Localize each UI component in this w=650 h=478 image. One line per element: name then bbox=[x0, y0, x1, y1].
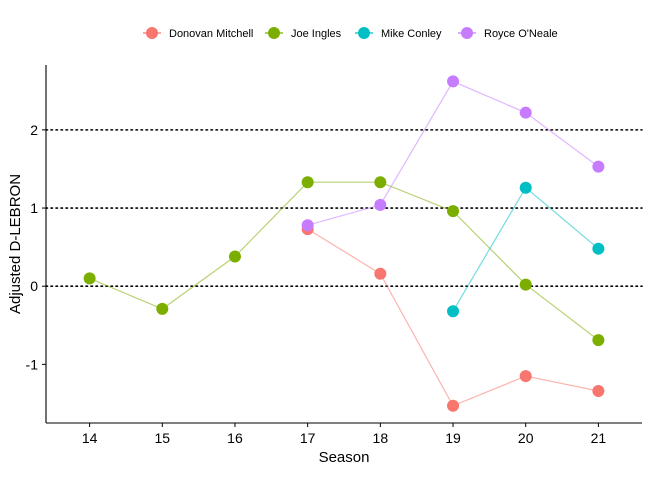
legend: Donovan Mitchell Joe Ingles Mike Conley Roy… bbox=[143, 27, 558, 40]
data-point-mike-conley bbox=[447, 305, 460, 318]
data-point-joe-ingles bbox=[374, 176, 387, 189]
x-tick-label: 15 bbox=[155, 430, 171, 446]
y-axis-label: Adjusted D-LEBRON bbox=[7, 174, 24, 314]
y-ticks: -1 0 1 2 bbox=[26, 122, 46, 372]
x-ticks: 14 15 16 17 18 19 20 21 bbox=[82, 423, 607, 446]
x-tick-label: 16 bbox=[227, 430, 243, 446]
data-point-joe-ingles bbox=[447, 205, 460, 218]
data-point-joe-ingles bbox=[228, 250, 241, 263]
legend-key-mike-conley bbox=[358, 27, 370, 39]
data-point-royce-o-neale bbox=[519, 106, 532, 119]
legend-label-donovan-mitchell: Donovan Mitchell bbox=[169, 28, 253, 40]
data-point-royce-o-neale bbox=[592, 160, 605, 173]
series-line-mike-conley bbox=[452, 186, 599, 312]
legend-label-joe-ingles: Joe Ingles bbox=[291, 28, 342, 40]
legend-key-royce-o-neale bbox=[461, 27, 473, 39]
series-line-donovan-mitchell bbox=[307, 228, 599, 407]
data-point-joe-ingles bbox=[83, 272, 96, 285]
x-tick-label: 21 bbox=[591, 430, 607, 446]
y-tick-label: -1 bbox=[26, 356, 39, 372]
data-point-mike-conley bbox=[592, 242, 605, 255]
data-point-royce-o-neale bbox=[301, 219, 314, 232]
x-tick-label: 18 bbox=[373, 430, 389, 446]
data-point-joe-ingles bbox=[519, 278, 532, 291]
data-point-donovan-mitchell bbox=[447, 399, 460, 412]
y-tick-label: 1 bbox=[30, 200, 38, 216]
legend-label-royce-o-neale: Royce O'Neale bbox=[484, 28, 558, 40]
series-line-joe-ingles bbox=[89, 181, 599, 341]
series-points bbox=[83, 75, 605, 412]
data-point-joe-ingles bbox=[592, 334, 605, 347]
data-point-donovan-mitchell bbox=[374, 267, 387, 280]
reference-lines bbox=[45, 129, 643, 288]
x-axis-label: Season bbox=[319, 449, 370, 466]
legend-key-donovan-mitchell bbox=[146, 27, 158, 39]
data-point-joe-ingles bbox=[301, 176, 314, 189]
x-tick-label: 14 bbox=[82, 430, 98, 446]
data-point-mike-conley bbox=[519, 181, 532, 194]
data-point-royce-o-neale bbox=[447, 75, 460, 88]
data-point-joe-ingles bbox=[156, 302, 169, 315]
y-tick-label: 0 bbox=[30, 278, 38, 294]
x-tick-label: 17 bbox=[300, 430, 316, 446]
legend-key-joe-ingles bbox=[268, 27, 280, 39]
data-point-donovan-mitchell bbox=[592, 384, 605, 397]
data-point-donovan-mitchell bbox=[519, 370, 532, 383]
x-tick-label: 19 bbox=[445, 430, 461, 446]
y-tick-label: 2 bbox=[30, 122, 38, 138]
data-point-royce-o-neale bbox=[374, 198, 387, 211]
legend-label-mike-conley: Mike Conley bbox=[381, 28, 442, 40]
series-line-royce-o-neale bbox=[307, 80, 599, 226]
x-tick-label: 20 bbox=[518, 430, 534, 446]
